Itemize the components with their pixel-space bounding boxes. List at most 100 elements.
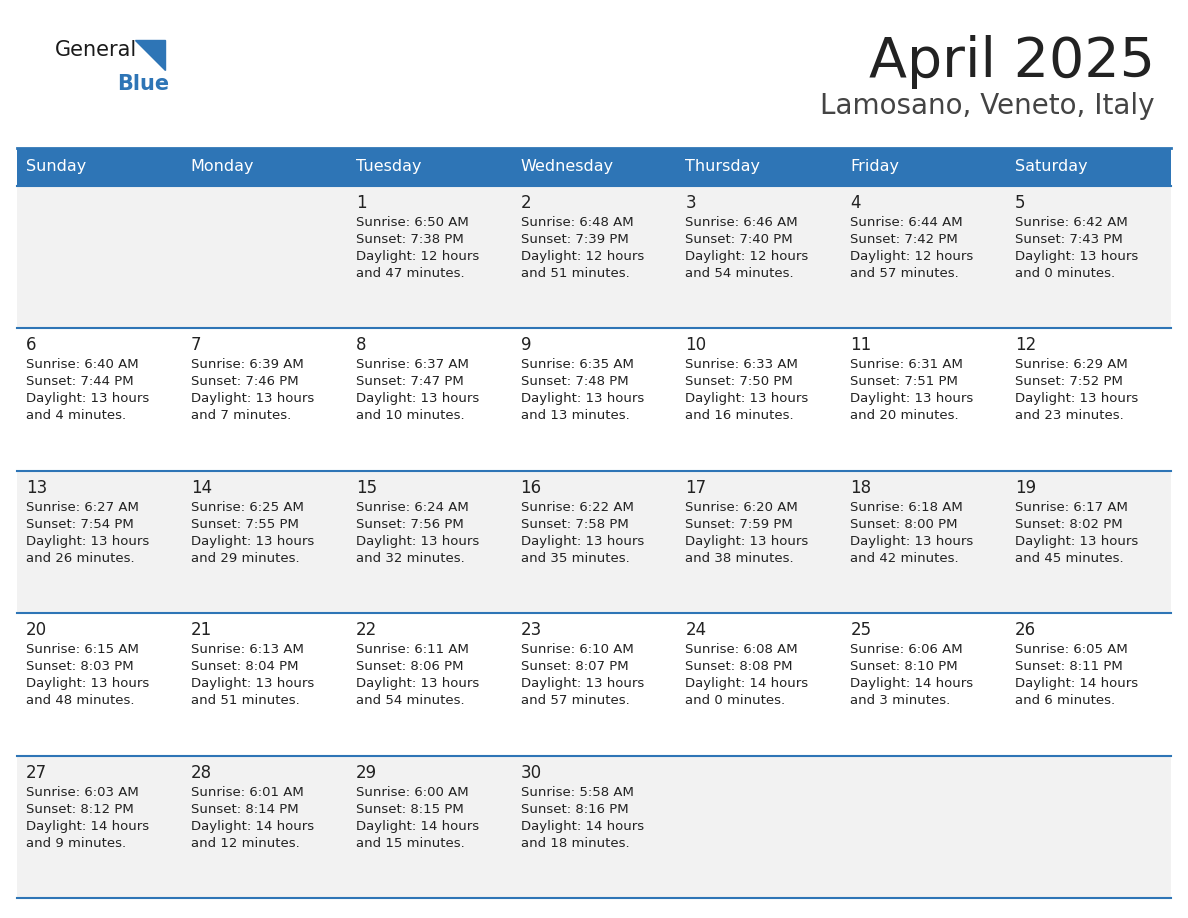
Text: Sunrise: 6:06 AM: Sunrise: 6:06 AM bbox=[851, 644, 963, 656]
Text: Sunset: 7:55 PM: Sunset: 7:55 PM bbox=[191, 518, 298, 531]
Text: Daylight: 13 hours: Daylight: 13 hours bbox=[1015, 250, 1138, 263]
Text: Sunset: 7:52 PM: Sunset: 7:52 PM bbox=[1015, 375, 1123, 388]
Text: 4: 4 bbox=[851, 194, 861, 212]
Text: Daylight: 14 hours: Daylight: 14 hours bbox=[355, 820, 479, 833]
Text: Monday: Monday bbox=[191, 160, 254, 174]
Text: 27: 27 bbox=[26, 764, 48, 781]
Bar bbox=[1006, 471, 1171, 613]
Text: 9: 9 bbox=[520, 336, 531, 354]
Text: Sunset: 8:03 PM: Sunset: 8:03 PM bbox=[26, 660, 133, 673]
Text: 30: 30 bbox=[520, 764, 542, 781]
Text: 23: 23 bbox=[520, 621, 542, 639]
Text: Lamosano, Veneto, Italy: Lamosano, Veneto, Italy bbox=[821, 92, 1155, 120]
Text: Daylight: 14 hours: Daylight: 14 hours bbox=[851, 677, 973, 690]
Bar bbox=[676, 756, 841, 898]
Text: and 3 minutes.: and 3 minutes. bbox=[851, 694, 950, 707]
Text: Daylight: 13 hours: Daylight: 13 hours bbox=[520, 677, 644, 690]
Text: 14: 14 bbox=[191, 479, 211, 497]
Text: and 38 minutes.: and 38 minutes. bbox=[685, 552, 794, 565]
Text: Sunrise: 6:39 AM: Sunrise: 6:39 AM bbox=[191, 358, 304, 372]
Text: and 6 minutes.: and 6 minutes. bbox=[1015, 694, 1116, 707]
Text: Sunrise: 6:17 AM: Sunrise: 6:17 AM bbox=[1015, 501, 1129, 514]
Text: Sunset: 8:00 PM: Sunset: 8:00 PM bbox=[851, 518, 958, 531]
Text: Sunrise: 6:42 AM: Sunrise: 6:42 AM bbox=[1015, 216, 1127, 229]
Text: Daylight: 13 hours: Daylight: 13 hours bbox=[520, 392, 644, 406]
Text: 3: 3 bbox=[685, 194, 696, 212]
Text: 19: 19 bbox=[1015, 479, 1036, 497]
Bar bbox=[841, 186, 1006, 329]
Text: Sunset: 8:10 PM: Sunset: 8:10 PM bbox=[851, 660, 958, 673]
Bar bbox=[347, 148, 512, 186]
Text: Sunrise: 6:01 AM: Sunrise: 6:01 AM bbox=[191, 786, 304, 799]
Text: Daylight: 14 hours: Daylight: 14 hours bbox=[520, 820, 644, 833]
Text: 13: 13 bbox=[26, 479, 48, 497]
Bar bbox=[1006, 148, 1171, 186]
Text: 7: 7 bbox=[191, 336, 201, 354]
Text: Sunrise: 6:05 AM: Sunrise: 6:05 AM bbox=[1015, 644, 1127, 656]
Text: Daylight: 13 hours: Daylight: 13 hours bbox=[26, 535, 150, 548]
Text: Sunset: 8:02 PM: Sunset: 8:02 PM bbox=[1015, 518, 1123, 531]
Text: and 47 minutes.: and 47 minutes. bbox=[355, 267, 465, 280]
Bar bbox=[17, 471, 182, 613]
Text: and 20 minutes.: and 20 minutes. bbox=[851, 409, 959, 422]
Text: Daylight: 12 hours: Daylight: 12 hours bbox=[851, 250, 973, 263]
Text: 6: 6 bbox=[26, 336, 37, 354]
Text: and 57 minutes.: and 57 minutes. bbox=[520, 694, 630, 707]
Text: Daylight: 13 hours: Daylight: 13 hours bbox=[26, 392, 150, 406]
Text: 15: 15 bbox=[355, 479, 377, 497]
Text: Wednesday: Wednesday bbox=[520, 160, 614, 174]
Bar bbox=[841, 471, 1006, 613]
Text: Daylight: 13 hours: Daylight: 13 hours bbox=[355, 677, 479, 690]
Bar bbox=[676, 329, 841, 471]
Text: Daylight: 13 hours: Daylight: 13 hours bbox=[685, 535, 809, 548]
Text: and 10 minutes.: and 10 minutes. bbox=[355, 409, 465, 422]
Text: Thursday: Thursday bbox=[685, 160, 760, 174]
Text: Sunset: 8:04 PM: Sunset: 8:04 PM bbox=[191, 660, 298, 673]
Bar bbox=[841, 756, 1006, 898]
Text: 20: 20 bbox=[26, 621, 48, 639]
Text: Friday: Friday bbox=[851, 160, 899, 174]
Text: Sunrise: 6:25 AM: Sunrise: 6:25 AM bbox=[191, 501, 304, 514]
Text: and 18 minutes.: and 18 minutes. bbox=[520, 836, 630, 849]
Bar bbox=[676, 613, 841, 756]
Text: and 13 minutes.: and 13 minutes. bbox=[520, 409, 630, 422]
Bar bbox=[17, 756, 182, 898]
Text: 5: 5 bbox=[1015, 194, 1025, 212]
Text: Daylight: 14 hours: Daylight: 14 hours bbox=[1015, 677, 1138, 690]
Text: and 42 minutes.: and 42 minutes. bbox=[851, 552, 959, 565]
Text: Sunset: 7:38 PM: Sunset: 7:38 PM bbox=[355, 233, 463, 246]
Text: Sunrise: 6:24 AM: Sunrise: 6:24 AM bbox=[355, 501, 468, 514]
Bar bbox=[676, 186, 841, 329]
Text: Sunset: 8:14 PM: Sunset: 8:14 PM bbox=[191, 802, 298, 815]
Bar bbox=[1006, 329, 1171, 471]
Text: Daylight: 12 hours: Daylight: 12 hours bbox=[685, 250, 809, 263]
Bar bbox=[347, 613, 512, 756]
Text: Sunset: 7:51 PM: Sunset: 7:51 PM bbox=[851, 375, 959, 388]
Text: and 51 minutes.: and 51 minutes. bbox=[520, 267, 630, 280]
Text: Sunset: 8:06 PM: Sunset: 8:06 PM bbox=[355, 660, 463, 673]
Text: 8: 8 bbox=[355, 336, 366, 354]
Bar bbox=[182, 329, 347, 471]
Text: Daylight: 12 hours: Daylight: 12 hours bbox=[520, 250, 644, 263]
Text: and 57 minutes.: and 57 minutes. bbox=[851, 267, 959, 280]
Text: Daylight: 14 hours: Daylight: 14 hours bbox=[685, 677, 809, 690]
Text: 17: 17 bbox=[685, 479, 707, 497]
Bar bbox=[17, 613, 182, 756]
Text: and 0 minutes.: and 0 minutes. bbox=[1015, 267, 1116, 280]
Text: 1: 1 bbox=[355, 194, 366, 212]
Text: Sunrise: 6:08 AM: Sunrise: 6:08 AM bbox=[685, 644, 798, 656]
Text: Sunset: 7:54 PM: Sunset: 7:54 PM bbox=[26, 518, 134, 531]
Bar bbox=[347, 329, 512, 471]
Text: Sunrise: 6:13 AM: Sunrise: 6:13 AM bbox=[191, 644, 304, 656]
Text: and 9 minutes.: and 9 minutes. bbox=[26, 836, 126, 849]
Text: Sunrise: 6:37 AM: Sunrise: 6:37 AM bbox=[355, 358, 468, 372]
Text: and 32 minutes.: and 32 minutes. bbox=[355, 552, 465, 565]
Text: Daylight: 13 hours: Daylight: 13 hours bbox=[851, 535, 973, 548]
Text: Daylight: 13 hours: Daylight: 13 hours bbox=[1015, 535, 1138, 548]
Bar bbox=[512, 471, 676, 613]
Text: Sunset: 7:48 PM: Sunset: 7:48 PM bbox=[520, 375, 628, 388]
Text: Sunrise: 6:31 AM: Sunrise: 6:31 AM bbox=[851, 358, 963, 372]
Text: Sunrise: 6:15 AM: Sunrise: 6:15 AM bbox=[26, 644, 139, 656]
Text: and 35 minutes.: and 35 minutes. bbox=[520, 552, 630, 565]
Text: Sunrise: 6:33 AM: Sunrise: 6:33 AM bbox=[685, 358, 798, 372]
